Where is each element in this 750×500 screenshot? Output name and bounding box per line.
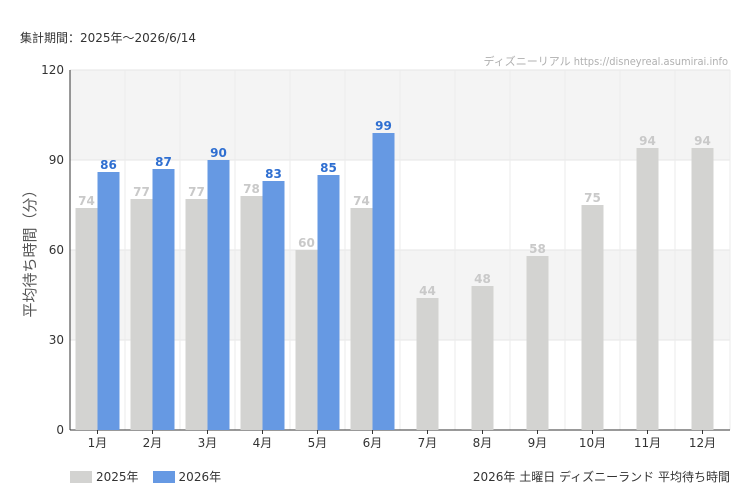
- data-label: 78: [243, 182, 260, 196]
- x-tick-label: 2月: [143, 436, 163, 450]
- y-tick-label: 60: [49, 243, 64, 257]
- x-tick-label: 7月: [418, 436, 438, 450]
- data-labels: 74 86 77 87 77 90 78 83 60 85 74 99 44 48 58 75 94 94: [78, 119, 711, 298]
- data-label: 58: [529, 242, 546, 256]
- axes: [69, 70, 730, 434]
- bars: [75, 133, 714, 430]
- data-label: 83: [265, 167, 282, 181]
- bar-2025: [636, 148, 659, 430]
- bar-2025: [526, 256, 549, 430]
- bar-2025: [130, 199, 153, 430]
- credit-label: ディズニーリアル https://disneyreal.asumirai.inf…: [483, 55, 728, 68]
- data-label: 86: [100, 158, 117, 172]
- tick-labels: 0 30 60 90 120 1月 2月 3月 4月 5月 6月 7月 8月 9月 10月 11月 12月: [41, 63, 716, 450]
- y-tick-label: 120: [41, 63, 64, 77]
- legend-label-2026: 2026年: [178, 470, 222, 484]
- data-label: 48: [474, 272, 491, 286]
- bar-2025: [416, 298, 439, 430]
- data-label: 90: [210, 146, 227, 160]
- bar-2026: [97, 172, 120, 430]
- legend-item-2025[interactable]: 2025年: [70, 468, 139, 485]
- x-tick-label: 1月: [88, 436, 108, 450]
- bar-2025: [691, 148, 714, 430]
- legend: 2025年 2026年: [70, 468, 221, 485]
- data-label: 87: [155, 155, 172, 169]
- x-tick-label: 3月: [198, 436, 218, 450]
- bar-2026: [372, 133, 395, 430]
- bar-2026: [207, 160, 230, 430]
- x-tick-label: 10月: [579, 436, 606, 450]
- x-tick-label: 6月: [363, 436, 383, 450]
- data-label: 77: [188, 185, 205, 199]
- data-label: 85: [320, 161, 337, 175]
- chart-footer-title: 2026年 土曜日 ディズニーランド 平均待ち時間: [472, 470, 730, 484]
- y-tick-label: 0: [56, 423, 64, 437]
- bar-2025: [295, 250, 318, 430]
- data-label: 44: [419, 284, 436, 298]
- y-tick-label: 90: [49, 153, 64, 167]
- legend-label-2025: 2025年: [96, 470, 139, 484]
- bar-2025: [471, 286, 494, 430]
- bar-2026: [317, 175, 340, 430]
- data-label: 60: [298, 236, 315, 250]
- bar-2025: [350, 208, 373, 430]
- x-tick-label: 8月: [473, 436, 493, 450]
- x-tick-label: 4月: [253, 436, 273, 450]
- data-label: 75: [584, 191, 601, 205]
- bar-2025: [581, 205, 604, 430]
- data-label: 74: [78, 194, 95, 208]
- bar-2025: [75, 208, 98, 430]
- bar-2026: [262, 181, 285, 430]
- bar-2025: [185, 199, 208, 430]
- y-tick-label: 30: [49, 333, 64, 347]
- y-axis-label: 平均待ち時間（分）: [21, 182, 39, 317]
- data-label: 94: [694, 134, 711, 148]
- x-tick-label: 5月: [308, 436, 328, 450]
- data-label: 77: [133, 185, 150, 199]
- legend-item-2026[interactable]: 2026年: [152, 468, 222, 485]
- x-tick-label: 11月: [634, 436, 661, 450]
- x-tick-label: 12月: [689, 436, 716, 450]
- x-tick-label: 9月: [528, 436, 548, 450]
- data-label: 99: [375, 119, 392, 133]
- bar-2025: [240, 196, 263, 430]
- legend-swatch-2025: [70, 470, 92, 483]
- data-label: 74: [353, 194, 370, 208]
- legend-swatch-2026: [152, 470, 175, 483]
- data-label: 94: [639, 134, 656, 148]
- period-label: 集計期間：2025年〜2026/6/14: [20, 31, 197, 45]
- bar-2026: [152, 169, 175, 430]
